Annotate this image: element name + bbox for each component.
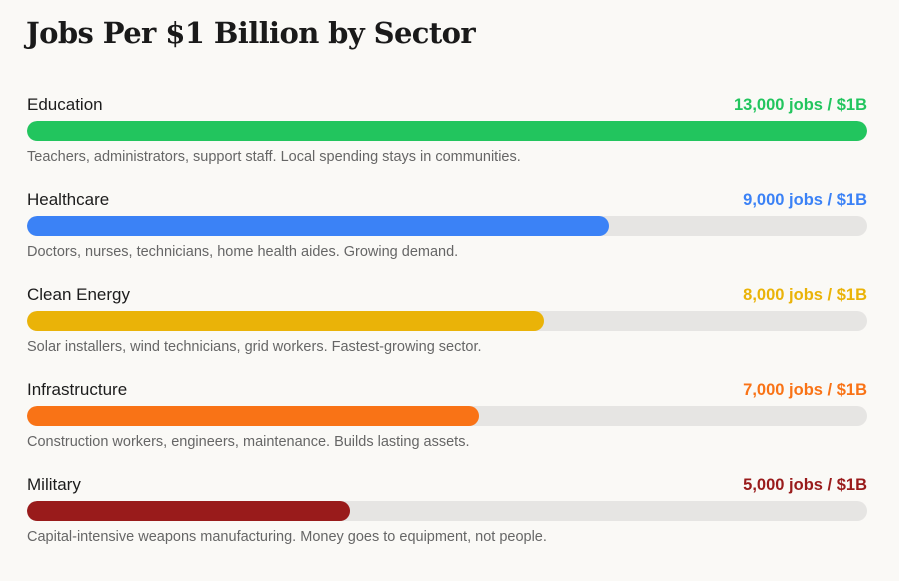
sector-education: Education 13,000 jobs / $1B Teachers, ad… xyxy=(27,94,867,174)
bar-track xyxy=(27,121,867,141)
sector-clean-energy: Clean Energy 8,000 jobs / $1B Solar inst… xyxy=(27,284,867,364)
sector-infrastructure: Infrastructure 7,000 jobs / $1B Construc… xyxy=(27,379,867,459)
bar-military xyxy=(27,501,351,521)
chart-title: Jobs Per $1 Billion by Sector xyxy=(26,16,476,50)
bar-clean-energy xyxy=(27,311,544,331)
sector-healthcare: Healthcare 9,000 jobs / $1B Doctors, nur… xyxy=(27,189,867,269)
sector-header: Military 5,000 jobs / $1B xyxy=(27,474,867,496)
sector-description: Construction workers, engineers, mainten… xyxy=(27,434,470,450)
sector-header: Education 13,000 jobs / $1B xyxy=(27,94,867,116)
sector-value-label: 13,000 jobs / $1B xyxy=(734,96,867,114)
sector-description: Teachers, administrators, support staff.… xyxy=(27,149,521,165)
sector-header: Healthcare 9,000 jobs / $1B xyxy=(27,189,867,211)
sector-description: Solar installers, wind technicians, grid… xyxy=(27,339,482,355)
bar-track xyxy=(27,501,867,521)
sector-label: Military xyxy=(27,475,81,494)
bar-healthcare xyxy=(27,216,609,236)
bar-track xyxy=(27,216,867,236)
sector-description: Doctors, nurses, technicians, home healt… xyxy=(27,244,459,260)
sector-military: Military 5,000 jobs / $1B Capital-intens… xyxy=(27,474,867,554)
bar-infrastructure xyxy=(27,406,480,426)
sector-label: Clean Energy xyxy=(27,285,131,304)
bar-track xyxy=(27,406,867,426)
sector-value-label: 7,000 jobs / $1B xyxy=(743,381,867,399)
sector-value-label: 5,000 jobs / $1B xyxy=(743,476,867,494)
sector-header: Clean Energy 8,000 jobs / $1B xyxy=(27,284,867,306)
bar-track xyxy=(27,311,867,331)
sector-label: Infrastructure xyxy=(27,380,128,399)
sector-header: Infrastructure 7,000 jobs / $1B xyxy=(27,379,867,401)
sector-description: Capital-intensive weapons manufacturing.… xyxy=(27,529,547,545)
bar-education xyxy=(27,121,867,141)
sector-label: Healthcare xyxy=(27,190,110,209)
sector-value-label: 9,000 jobs / $1B xyxy=(743,191,867,209)
sector-value-label: 8,000 jobs / $1B xyxy=(743,286,867,304)
sector-label: Education xyxy=(27,95,103,114)
